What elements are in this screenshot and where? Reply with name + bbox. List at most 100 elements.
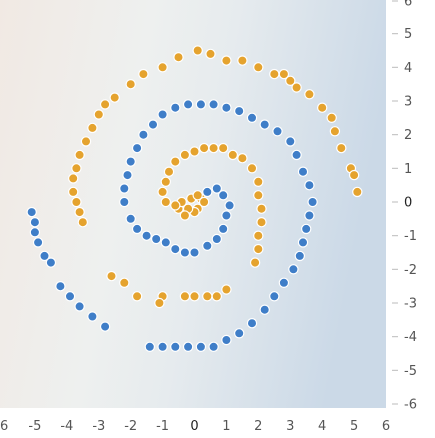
y-axis: 6543210-1-2-3-4-5-6 <box>392 0 417 413</box>
y-tick-label: -3 <box>404 297 417 312</box>
data-point-series-1 <box>75 208 84 217</box>
data-point-series-2 <box>145 342 154 351</box>
data-point-series-2 <box>196 342 205 351</box>
data-point-series-2 <box>184 100 193 109</box>
x-tick-label: -3 <box>92 419 105 434</box>
data-point-series-2 <box>148 120 157 129</box>
data-point-series-1 <box>238 56 247 65</box>
data-point-series-2 <box>56 282 65 291</box>
data-point-series-2 <box>101 322 110 331</box>
y-tick-label: -4 <box>404 330 417 345</box>
y-tick-label: 1 <box>404 162 412 177</box>
data-point-series-2 <box>30 218 39 227</box>
x-tick-label: 5 <box>350 419 358 434</box>
y-tick-label: 0 <box>404 196 412 211</box>
data-point-series-1 <box>254 177 263 186</box>
data-point-series-2 <box>209 100 218 109</box>
data-point-series-2 <box>158 342 167 351</box>
data-point-series-1 <box>353 187 362 196</box>
x-tick-label: 0 <box>190 419 198 434</box>
data-point-series-1 <box>247 164 256 173</box>
data-point-series-2 <box>120 184 129 193</box>
data-point-series-2 <box>219 191 228 200</box>
data-point-series-2 <box>209 342 218 351</box>
data-point-series-1 <box>78 218 87 227</box>
y-tick-label: 3 <box>404 95 412 110</box>
data-point-series-1 <box>69 187 78 196</box>
data-point-series-2 <box>298 167 307 176</box>
data-point-series-2 <box>222 211 231 220</box>
y-tick-label: -1 <box>404 229 417 244</box>
data-point-series-1 <box>200 144 209 153</box>
data-point-series-2 <box>247 319 256 328</box>
data-point-series-2 <box>289 265 298 274</box>
data-point-series-2 <box>40 251 49 260</box>
data-point-series-2 <box>260 305 269 314</box>
data-point-series-2 <box>161 238 170 247</box>
data-point-series-1 <box>110 93 119 102</box>
data-point-series-2 <box>295 251 304 260</box>
data-point-series-1 <box>174 53 183 62</box>
data-point-series-2 <box>292 150 301 159</box>
data-point-series-1 <box>133 292 142 301</box>
data-point-series-2 <box>152 234 161 243</box>
data-point-series-2 <box>171 245 180 254</box>
data-point-series-2 <box>308 197 317 206</box>
x-tick-label: 4 <box>318 419 326 434</box>
data-point-series-1 <box>254 245 263 254</box>
x-tick-label: 1 <box>222 419 230 434</box>
data-point-series-2 <box>305 181 314 190</box>
x-tick-label: 3 <box>286 419 294 434</box>
data-point-series-2 <box>184 342 193 351</box>
data-point-series-2 <box>171 342 180 351</box>
data-point-series-2 <box>305 211 314 220</box>
data-point-series-2 <box>126 214 135 223</box>
data-point-series-2 <box>235 329 244 338</box>
data-point-series-2 <box>158 110 167 119</box>
data-point-series-1 <box>158 63 167 72</box>
x-tick-label: -5 <box>28 419 41 434</box>
data-point-series-2 <box>235 107 244 116</box>
data-point-series-2 <box>196 100 205 109</box>
data-point-series-1 <box>228 150 237 159</box>
data-point-series-1 <box>190 147 199 156</box>
y-tick-label: -5 <box>404 364 417 379</box>
data-point-series-2 <box>302 224 311 233</box>
data-point-series-1 <box>190 292 199 301</box>
data-point-series-2 <box>203 241 212 250</box>
x-tick-label: 2 <box>254 419 262 434</box>
data-point-series-1 <box>72 164 81 173</box>
data-point-series-1 <box>292 83 301 92</box>
data-point-series-1 <box>330 127 339 136</box>
data-point-series-1 <box>126 80 135 89</box>
data-point-series-1 <box>212 292 221 301</box>
data-point-series-2 <box>219 224 228 233</box>
data-point-series-1 <box>251 258 260 267</box>
data-point-series-1 <box>158 187 167 196</box>
y-tick-label: 4 <box>404 61 412 76</box>
data-point-series-2 <box>34 238 43 247</box>
data-point-series-2 <box>139 130 148 139</box>
data-point-series-2 <box>190 248 199 257</box>
x-tick-label: -1 <box>156 419 169 434</box>
data-point-series-1 <box>305 90 314 99</box>
data-point-series-2 <box>171 103 180 112</box>
data-point-series-1 <box>139 70 148 79</box>
data-point-series-1 <box>257 218 266 227</box>
data-point-series-1 <box>254 191 263 200</box>
data-point-series-1 <box>193 191 202 200</box>
data-point-series-1 <box>161 177 170 186</box>
data-point-series-2 <box>142 231 151 240</box>
data-point-series-2 <box>120 197 129 206</box>
data-point-series-2 <box>203 187 212 196</box>
data-point-series-1 <box>193 46 202 55</box>
data-point-series-1 <box>164 167 173 176</box>
data-point-series-2 <box>298 238 307 247</box>
data-point-series-1 <box>327 113 336 122</box>
data-point-series-1 <box>155 298 164 307</box>
x-tick-label: 6 <box>382 419 390 434</box>
data-point-series-1 <box>180 292 189 301</box>
data-point-series-1 <box>88 123 97 132</box>
data-point-series-2 <box>279 278 288 287</box>
